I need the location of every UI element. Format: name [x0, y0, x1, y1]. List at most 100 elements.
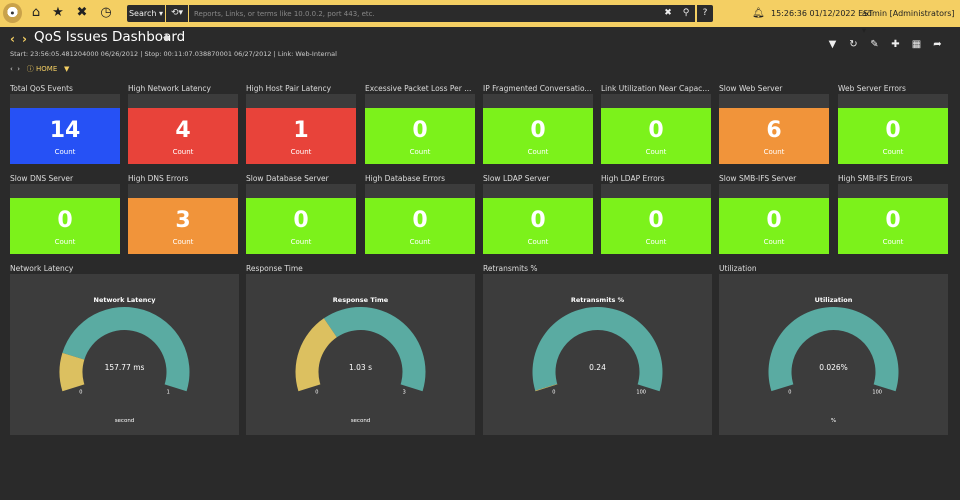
count-value: 0 [412, 118, 428, 143]
count-tile[interactable]: 0 Count [10, 198, 120, 254]
widget-panel [838, 94, 948, 108]
widget-title[interactable]: High DNS Errors [128, 174, 193, 183]
widget-title[interactable]: Slow LDAP Server [483, 174, 554, 183]
count-tile[interactable]: 14 Count [10, 108, 120, 164]
widget-title[interactable]: Slow SMB-IFS Server [719, 174, 801, 183]
clear-search-icon[interactable]: ✖ [664, 8, 672, 18]
count-tile[interactable]: 0 Count [483, 108, 593, 164]
share-icon[interactable]: ➦ [933, 39, 942, 50]
calendar-icon[interactable]: ▦ [911, 39, 922, 50]
count-tile[interactable]: 0 Count [246, 198, 356, 254]
widget-title[interactable]: High SMB-IFS Errors [838, 174, 917, 183]
count-unit-label: Count [172, 238, 194, 246]
count-value: 0 [648, 208, 664, 233]
widget-title[interactable]: IP Fragmented Conversatio... [483, 84, 593, 93]
count-tile[interactable]: 0 Count [838, 108, 948, 164]
gauge-value-label: 1.03 s [349, 363, 372, 372]
gauge-title: Utilization [815, 296, 853, 304]
help-button[interactable]: ? [697, 5, 713, 22]
count-unit-label: Count [645, 238, 667, 246]
user-menu[interactable]: admin [Administrators] ▾ [862, 9, 955, 35]
breadcrumb-forward-icon[interactable]: › [17, 65, 21, 73]
search-type-dropdown[interactable]: Search ▾ [127, 5, 165, 22]
gauge-widget[interactable] [483, 274, 712, 435]
breadcrumb-home[interactable]: HOME [36, 65, 58, 73]
home-icon[interactable]: ⌂ [31, 5, 41, 20]
count-value: 0 [885, 208, 901, 233]
count-unit-label: Count [290, 148, 312, 156]
count-tile[interactable]: 3 Count [128, 198, 238, 254]
gauge-remaining-arc [768, 307, 899, 392]
gauge-min-label: 0 [788, 389, 791, 395]
gauge-min-label: 0 [315, 389, 318, 395]
breadcrumb-back-icon[interactable]: ‹ [10, 65, 13, 73]
tag-icon[interactable]: ◆ [163, 33, 170, 43]
gauge-min-label: 0 [79, 389, 82, 395]
refresh-icon[interactable]: ↻ [849, 39, 858, 50]
count-unit-label: Count [290, 238, 312, 246]
search-input[interactable] [189, 5, 695, 22]
pin-icon[interactable]: ✎ [870, 39, 879, 50]
bell-icon[interactable]: 🔔︎ [752, 8, 765, 19]
widget-title[interactable]: High Network Latency [128, 84, 215, 93]
filter-icon[interactable]: ▼ [828, 39, 837, 50]
count-value: 0 [530, 118, 546, 143]
count-tile[interactable]: 1 Count [246, 108, 356, 164]
gauge-unit-label: second [115, 418, 135, 424]
clock-icon[interactable]: ◷ [100, 5, 112, 20]
gauge-max-label: 3 [403, 389, 406, 395]
widget-title[interactable]: Web Server Errors [838, 84, 910, 93]
gauge-widget[interactable] [719, 274, 948, 435]
history-dropdown[interactable]: ⟲▾ [166, 5, 188, 22]
top-bar: ● ⌂ ★ ✖ ◷ Search ▾ ⟲▾ ✖ ⚲ ? 🔔︎ 15:26:36 … [0, 0, 960, 35]
count-value: 0 [766, 208, 782, 233]
chevron-right-icon[interactable]: › [22, 32, 27, 46]
count-tile[interactable]: 0 Count [719, 198, 829, 254]
add-icon[interactable]: ✚ [891, 39, 900, 50]
widget-title[interactable]: Utilization [719, 264, 761, 273]
gauge-widget[interactable] [10, 274, 239, 435]
search-icon[interactable]: ⚲ [682, 8, 690, 18]
gauge-chart: Network Latency 157.77 ms 0 1 second [59, 296, 190, 424]
widget-title[interactable]: Network Latency [10, 264, 78, 273]
widget-title[interactable]: High Database Errors [365, 174, 449, 183]
gauge-widget[interactable] [246, 274, 475, 435]
count-unit-label: Count [527, 148, 549, 156]
count-value: 14 [49, 118, 81, 143]
widget-title[interactable]: Slow DNS Server [10, 174, 78, 183]
gauge-value-arc [59, 352, 85, 392]
widget-title[interactable]: High LDAP Errors [601, 174, 669, 183]
count-value: 4 [175, 118, 191, 143]
count-tile[interactable]: 0 Count [483, 198, 593, 254]
count-tile[interactable]: 0 Count [601, 108, 711, 164]
widget-title[interactable]: Slow Web Server [719, 84, 787, 93]
count-unit-label: Count [409, 148, 431, 156]
chevron-left-icon[interactable]: ‹ [10, 32, 15, 46]
gauge-unit-label: % [831, 418, 836, 424]
widget-title[interactable]: Retransmits % [483, 264, 542, 273]
breadcrumb-dropdown-icon[interactable]: ▼ [63, 65, 70, 73]
gauge-value-label: 0.026% [819, 363, 848, 372]
gauge-chart: Response Time 1.03 s 0 3 second [295, 296, 426, 424]
widget-title[interactable]: Slow Database Server [246, 174, 333, 183]
app-logo[interactable]: ● [3, 3, 22, 23]
gauge-max-label: 1 [167, 389, 170, 395]
count-tile[interactable]: 0 Count [365, 108, 475, 164]
count-tile[interactable]: 0 Count [838, 198, 948, 254]
star-icon[interactable]: ★ [52, 5, 64, 20]
count-tile[interactable]: 4 Count [128, 108, 238, 164]
gauge-title: Response Time [333, 296, 389, 304]
widget-title[interactable]: Excessive Packet Loss Per ... [365, 84, 475, 93]
toolbar: ▼ ↻ ✎ ✚ ▦ ➦ [822, 32, 948, 51]
count-tile[interactable]: 0 Count [365, 198, 475, 254]
widget-panel [838, 184, 948, 198]
widget-title[interactable]: Total QoS Events [10, 84, 77, 93]
tools-icon[interactable]: ✖ [76, 5, 88, 20]
widget-title[interactable]: Link Utilization Near Capac... [601, 84, 711, 93]
count-tile[interactable]: 6 Count [719, 108, 829, 164]
widget-title[interactable]: Response Time [246, 264, 307, 273]
widget-title[interactable]: High Host Pair Latency [246, 84, 336, 93]
count-unit-label: Count [172, 148, 194, 156]
count-tile[interactable]: 0 Count [601, 198, 711, 254]
page-title: QoS Issues Dashboard [34, 29, 186, 45]
